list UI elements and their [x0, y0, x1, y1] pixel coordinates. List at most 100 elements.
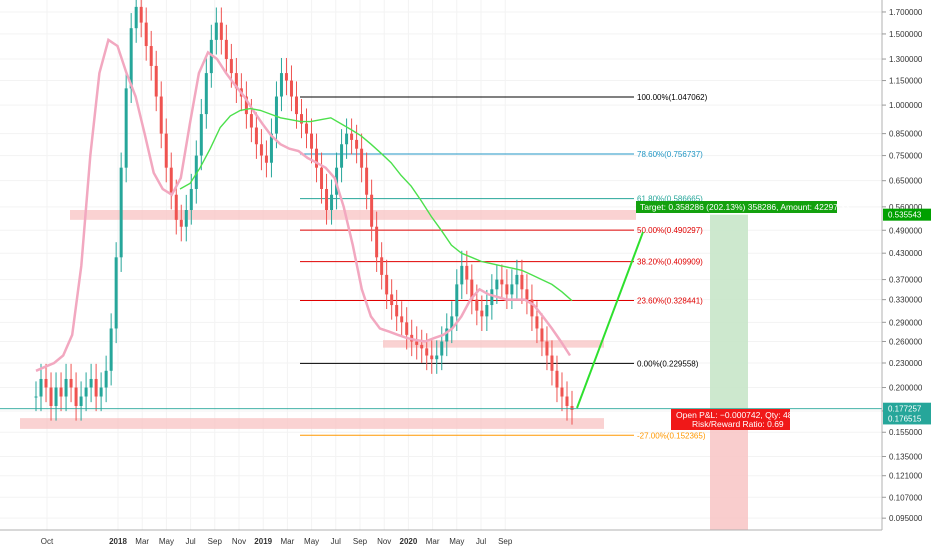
- candle-body: [74, 387, 78, 407]
- y-tick-label: 1.700000: [889, 8, 923, 17]
- price-axis-tag-label: 0.176515: [888, 414, 922, 423]
- candle-body: [320, 167, 324, 189]
- price-axis-tag-label: 0.177257: [888, 405, 922, 414]
- time-axis[interactable]: Oct 2018 Mar May Jul Sep Nov 2019 Mar May Jul Sep No…: [0, 529, 932, 550]
- candle-body: [214, 22, 218, 40]
- candle-body: [550, 355, 554, 371]
- candle-body: [39, 378, 43, 397]
- projection-arrow[interactable]: [576, 231, 644, 409]
- candle-body: [154, 65, 158, 97]
- candle-body: [455, 284, 459, 317]
- y-tick-label: 0.750000: [889, 152, 923, 161]
- candle-body: [164, 133, 168, 168]
- candle-body: [440, 341, 444, 356]
- zone-rect[interactable]: [383, 340, 604, 348]
- y-tick-label: 0.330000: [889, 296, 923, 305]
- candle-body: [525, 289, 529, 300]
- candle-body: [259, 144, 263, 156]
- profit-zone[interactable]: [710, 214, 748, 409]
- candle-body: [284, 73, 288, 81]
- pnl-label: Open P&L: −0.000742, Qty: 48276: [676, 410, 807, 420]
- fib-level-label: 38.20%(0.409909): [637, 258, 703, 267]
- y-tick-label: 0.135000: [889, 452, 923, 461]
- x-tick-label: Sep: [498, 537, 513, 546]
- target-label-box[interactable]: [636, 201, 837, 213]
- candle-body: [249, 114, 253, 128]
- price-axis-tag[interactable]: [883, 208, 931, 221]
- y-tick-label: 0.290000: [889, 318, 923, 327]
- candle-body: [340, 144, 344, 168]
- candle-body: [279, 73, 283, 97]
- candle-body: [530, 299, 534, 317]
- candle-body: [325, 188, 329, 210]
- price-axis-tag[interactable]: [883, 412, 931, 425]
- x-tick-label: Sep: [353, 537, 368, 546]
- zone-rect[interactable]: [20, 418, 604, 429]
- x-tick-label: Mar: [426, 537, 440, 546]
- y-tick-label: 0.260000: [889, 337, 923, 346]
- candle-body: [485, 305, 489, 317]
- candle-body: [134, 6, 138, 29]
- candle-body: [355, 139, 359, 149]
- y-tick-label: 0.490000: [889, 226, 923, 235]
- candle-body: [500, 279, 504, 285]
- candle-body: [274, 96, 278, 134]
- candle-body: [84, 387, 88, 397]
- fib-level-label: 100.00%(1.047062): [637, 93, 708, 102]
- candle-body: [490, 289, 494, 306]
- candle-body: [139, 6, 143, 23]
- candle-body: [365, 167, 369, 195]
- zone-rect[interactable]: [70, 209, 636, 220]
- price-axis[interactable]: 1.700000 1.500000 1.300000 1.150000 1.000000…: [881, 0, 932, 530]
- candle-body: [420, 344, 424, 349]
- y-tick-label: 0.107000: [889, 493, 923, 502]
- moving-average-line[interactable]: [35, 37, 572, 372]
- position-boxes: [710, 214, 748, 530]
- candle-body: [380, 257, 384, 275]
- candle-body: [385, 274, 389, 295]
- candle-body: [219, 22, 223, 40]
- fib-level-label: 23.60%(0.328441): [637, 296, 703, 305]
- candle-body: [129, 28, 133, 89]
- candle-body: [174, 194, 178, 220]
- candle-body: [79, 396, 83, 407]
- x-tick-label: Sep: [208, 537, 223, 546]
- candle-body: [565, 396, 569, 407]
- x-tick-label: May: [304, 537, 319, 546]
- candle-body: [64, 378, 68, 397]
- pnl-label-box[interactable]: [671, 409, 790, 430]
- position-labels: Target: 0.358286 (202.13%) 358286, Amoun…: [636, 201, 850, 430]
- candle-body: [315, 148, 319, 168]
- x-tick-label: 2018: [109, 537, 127, 546]
- candle-body: [229, 59, 233, 74]
- time-axis-background: [0, 530, 932, 550]
- candle-body: [450, 316, 454, 329]
- candle-body: [510, 284, 514, 295]
- x-tick-label: Oct: [41, 537, 54, 546]
- y-tick-label: 0.155000: [889, 428, 923, 437]
- candle-body: [520, 274, 524, 290]
- candle-body: [124, 88, 128, 168]
- candle-body: [289, 80, 293, 97]
- candle-body: [555, 370, 559, 388]
- candle-body: [119, 167, 123, 258]
- candle-body: [94, 378, 98, 397]
- moving-average-line[interactable]: [179, 107, 573, 302]
- candle-body: [330, 194, 334, 210]
- support-resistance-zones: [20, 209, 636, 429]
- candle-body: [144, 22, 148, 47]
- candle-body: [294, 96, 298, 115]
- price-axis-tag-label: 0.535543: [888, 211, 922, 220]
- candle-body: [425, 348, 429, 356]
- y-tick-label: 0.850000: [889, 130, 923, 139]
- y-tick-label: 0.230000: [889, 359, 923, 368]
- candle-body: [264, 155, 268, 163]
- x-tick-label: Mar: [135, 537, 149, 546]
- candle-body: [149, 46, 153, 66]
- price-axis-tag[interactable]: [883, 402, 931, 415]
- candle-body: [89, 378, 93, 388]
- candle-body: [360, 148, 364, 168]
- price-axis-background: [882, 0, 932, 530]
- fibonacci-retracement[interactable]: 100.00%(1.047062) 78.60%(0.756737) 61.80%(…: [300, 93, 708, 440]
